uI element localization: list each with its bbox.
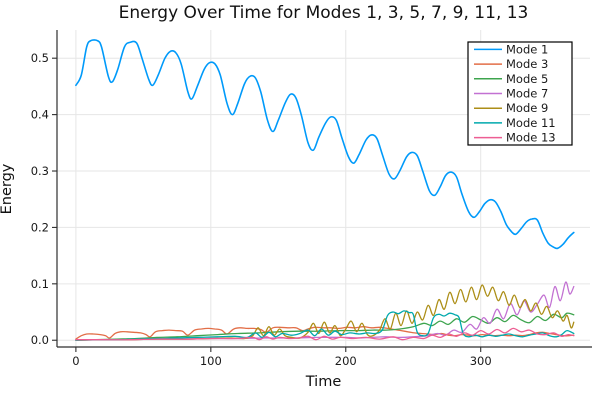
y-tick-label: 0.0 bbox=[31, 333, 49, 347]
series-line-mode-5 bbox=[75, 312, 575, 341]
series-line-mode-9 bbox=[75, 284, 575, 341]
legend-label: Mode 3 bbox=[506, 57, 548, 71]
legend-label: Mode 13 bbox=[506, 131, 556, 145]
legend-label: Mode 7 bbox=[506, 87, 548, 101]
series-line-mode-11 bbox=[75, 310, 575, 341]
legend-label: Mode 1 bbox=[506, 42, 548, 56]
y-tick-label: 0.3 bbox=[31, 164, 49, 178]
chart-title: Energy Over Time for Modes 1, 3, 5, 7, 9… bbox=[118, 3, 529, 23]
x-tick-label: 100 bbox=[200, 354, 222, 368]
series-line-mode-13 bbox=[75, 327, 575, 341]
y-tick-label: 0.4 bbox=[31, 108, 49, 122]
legend-label: Mode 9 bbox=[506, 101, 548, 115]
y-tick-label: 0.2 bbox=[31, 220, 49, 234]
x-tick-label: 200 bbox=[335, 354, 357, 368]
x-tick-label: 300 bbox=[470, 354, 492, 368]
legend-label: Mode 11 bbox=[506, 116, 556, 130]
x-axis-label: Time bbox=[305, 374, 342, 390]
y-tick-label: 0.5 bbox=[31, 51, 49, 65]
series-line-mode-1 bbox=[75, 39, 575, 250]
legend-label: Mode 5 bbox=[506, 72, 548, 86]
x-tick-label: 0 bbox=[72, 354, 79, 368]
y-tick-label: 0.1 bbox=[31, 277, 49, 291]
